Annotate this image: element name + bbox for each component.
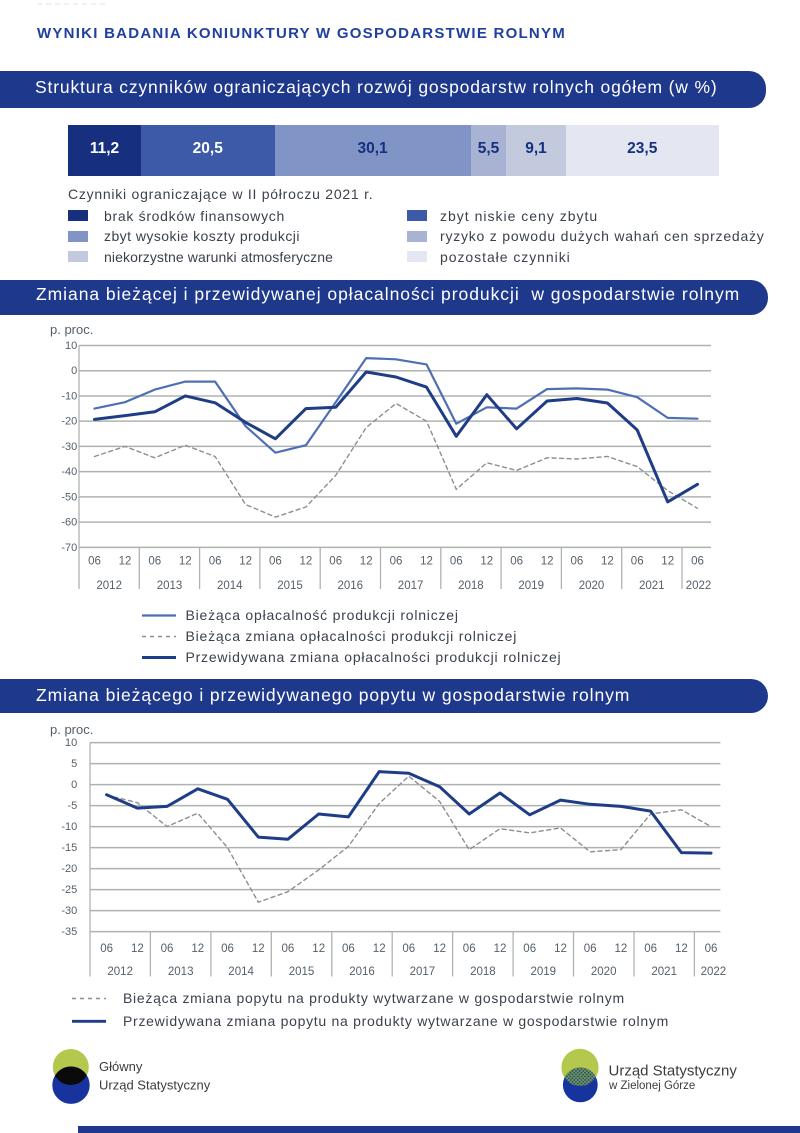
svg-text:-5: -5 [68,800,78,812]
svg-text:0: 0 [71,779,77,791]
svg-text:5: 5 [71,758,77,770]
svg-text:Urząd Statystyczny: Urząd Statystyczny [609,1063,738,1080]
svg-text:Bieżąca zmiana popytu na produ: Bieżąca zmiana popytu na produkty wytwar… [123,990,625,1006]
svg-text:Bieżąca zmiana opłacalności pr: Bieżąca zmiana opłacalności produkcji ro… [186,628,518,644]
svg-text:06: 06 [269,556,282,568]
svg-text:06: 06 [523,943,536,955]
svg-text:12: 12 [433,943,446,955]
svg-text:2019: 2019 [518,580,544,592]
svg-text:12: 12 [494,943,507,955]
svg-text:w Zielonej Górze: w Zielonej Górze [608,1080,695,1092]
svg-text:12: 12 [179,556,192,568]
svg-text:2019: 2019 [531,966,557,978]
svg-text:2022: 2022 [701,966,727,978]
svg-text:2018: 2018 [470,966,496,978]
svg-text:12: 12 [191,943,204,955]
svg-text:12: 12 [119,556,132,568]
svg-text:-35: -35 [61,926,77,938]
svg-text:12: 12 [675,943,688,955]
svg-text:06: 06 [390,556,403,568]
svg-text:2012: 2012 [96,580,122,592]
svg-text:-30: -30 [61,441,77,453]
svg-text:06: 06 [705,943,718,955]
svg-text:06: 06 [571,556,584,568]
svg-text:2015: 2015 [289,966,315,978]
svg-text:2014: 2014 [228,966,254,978]
svg-text:-20: -20 [61,863,77,875]
svg-text:Przewidywana zmiana popytu na: Przewidywana zmiana popytu na produkty w… [123,1013,669,1029]
svg-text:06: 06 [329,556,342,568]
svg-text:2021: 2021 [651,966,677,978]
svg-text:06: 06 [100,943,113,955]
svg-text:12: 12 [601,556,614,568]
svg-text:12: 12 [252,943,265,955]
svg-text:Główny: Główny [99,1059,143,1074]
svg-text:Urząd Statystyczny: Urząd Statystyczny [99,1078,211,1093]
svg-text:06: 06 [161,943,174,955]
svg-text:12: 12 [300,556,313,568]
svg-text:06: 06 [342,943,355,955]
svg-text:2014: 2014 [217,580,243,592]
svg-text:2015: 2015 [277,580,303,592]
svg-text:2020: 2020 [579,580,605,592]
svg-text:12: 12 [615,943,628,955]
svg-text:06: 06 [463,943,476,955]
svg-text:-10: -10 [61,390,77,402]
svg-text:2012: 2012 [107,966,133,978]
svg-text:-25: -25 [61,884,77,896]
svg-text:-40: -40 [61,466,77,478]
svg-text:2016: 2016 [338,580,364,592]
svg-text:2021: 2021 [639,580,665,592]
svg-text:2017: 2017 [398,580,424,592]
svg-text:06: 06 [510,556,523,568]
svg-text:2016: 2016 [349,966,375,978]
svg-text:06: 06 [584,943,597,955]
svg-text:06: 06 [148,556,161,568]
svg-text:06: 06 [88,556,101,568]
svg-text:10: 10 [65,737,77,749]
svg-text:06: 06 [221,943,234,955]
svg-text:12: 12 [131,943,144,955]
svg-text:12: 12 [554,943,567,955]
svg-text:-15: -15 [61,842,77,854]
svg-text:-70: -70 [61,542,77,554]
svg-text:Przewidywana zmiana opłacalnoś: Przewidywana zmiana opłacalności produkc… [186,649,562,665]
svg-text:0: 0 [71,365,77,377]
svg-text:Bieżąca opłacalność produkcji: Bieżąca opłacalność produkcji rolniczej [186,607,459,623]
svg-text:06: 06 [402,943,415,955]
svg-text:-30: -30 [61,905,77,917]
svg-text:06: 06 [450,556,463,568]
svg-text:2018: 2018 [458,580,484,592]
svg-text:2013: 2013 [157,580,183,592]
svg-text:12: 12 [541,556,554,568]
svg-text:06: 06 [691,556,704,568]
svg-text:12: 12 [239,556,252,568]
svg-text:10: 10 [65,340,77,352]
svg-text:-10: -10 [61,821,77,833]
svg-text:12: 12 [420,556,433,568]
svg-text:2022: 2022 [686,580,712,592]
svg-text:12: 12 [480,556,493,568]
svg-text:06: 06 [209,556,222,568]
svg-text:-20: -20 [61,416,77,428]
svg-text:06: 06 [644,943,657,955]
svg-text:2013: 2013 [168,966,194,978]
svg-text:-50: -50 [61,491,77,503]
svg-text:12: 12 [373,943,386,955]
svg-text:12: 12 [312,943,325,955]
svg-text:06: 06 [631,556,644,568]
svg-text:2017: 2017 [410,966,436,978]
svg-text:06: 06 [282,943,295,955]
svg-text:-60: -60 [61,517,77,529]
svg-text:2020: 2020 [591,966,617,978]
svg-text:12: 12 [360,556,373,568]
svg-text:12: 12 [661,556,674,568]
